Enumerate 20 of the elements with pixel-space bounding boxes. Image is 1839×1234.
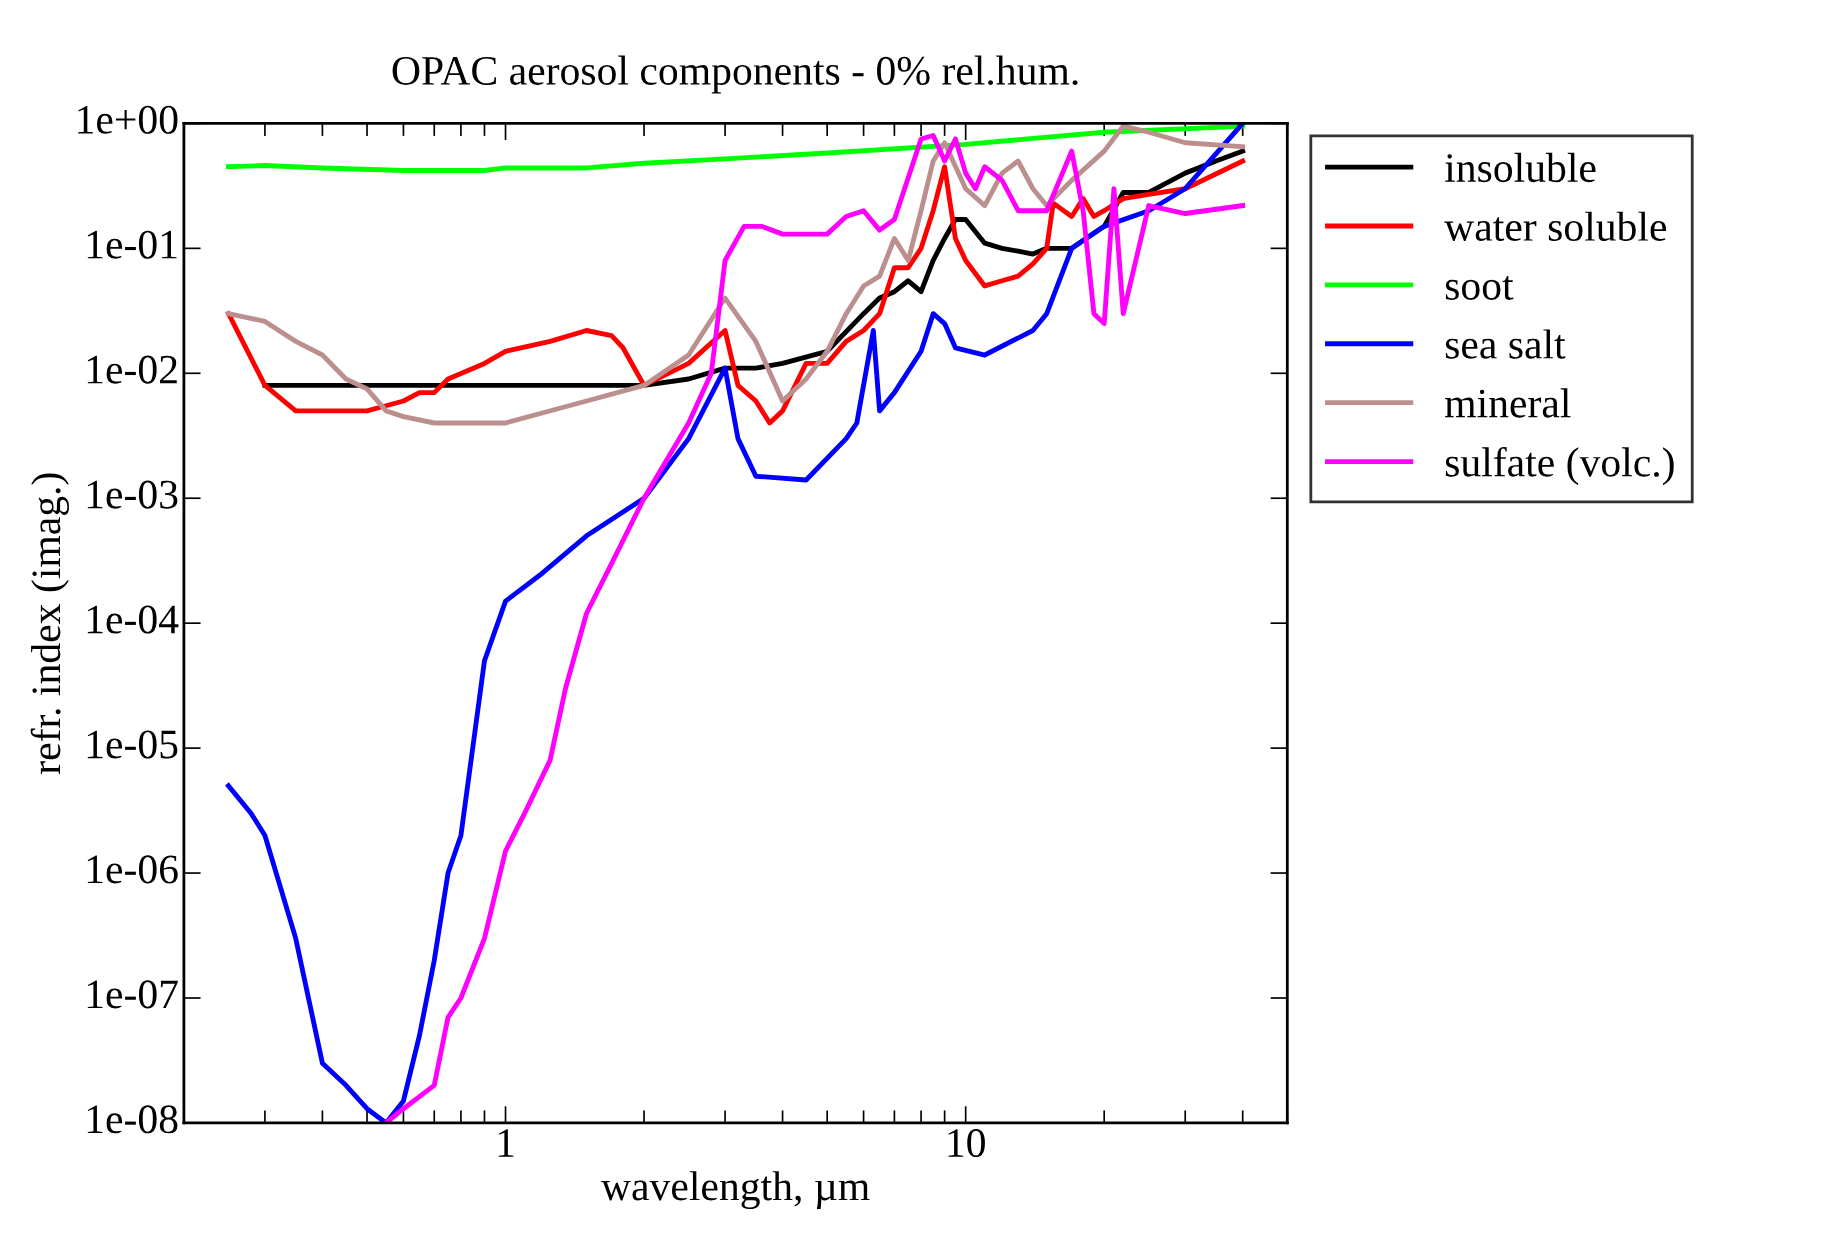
legend-label: sea salt [1445,329,1566,359]
y-tick-label: 1e-07 [87,980,178,1009]
y-tick-label: 1e-02 [87,355,177,384]
chart-title: OPAC aerosol components - 0% rel.hum. [392,55,1078,94]
x-axis-title: wavelength, µm [600,1171,870,1210]
y-axis-title: refr. index (imag.) [30,473,69,774]
x-tick-label: 1 [498,1129,514,1157]
legend-label: water soluble [1444,211,1667,242]
y-tick-label: 1e-06 [87,855,178,884]
y-tick-label: 1e-04 [87,605,179,634]
legend-label: mineral [1445,388,1571,418]
legend-label: sulfate (volc.) [1445,446,1674,486]
y-tick-label: 1e+00 [78,105,178,134]
y-tick-label: 1e-08 [87,1105,178,1134]
x-tick-label: 10 [948,1129,985,1158]
legend-label: soot [1445,276,1514,300]
legend-label: insoluble [1445,152,1596,183]
y-tick-label: 1e-01 [87,230,177,259]
y-tick-label: 1e-05 [87,730,178,759]
y-tick-label: 1e-03 [87,480,178,509]
